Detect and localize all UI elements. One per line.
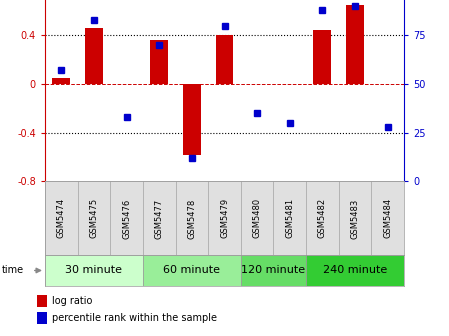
Text: GSM5483: GSM5483 [351, 198, 360, 239]
Text: GSM5479: GSM5479 [220, 198, 229, 239]
Text: GSM5475: GSM5475 [89, 198, 98, 239]
Text: 120 minute: 120 minute [242, 265, 305, 276]
Bar [371, 181, 404, 255]
Bar [143, 181, 176, 255]
Bar [216, 35, 233, 84]
Bar [45, 255, 143, 286]
Bar [208, 181, 241, 255]
Text: GSM5484: GSM5484 [383, 198, 392, 239]
Text: 60 minute: 60 minute [163, 265, 220, 276]
Bar [143, 255, 241, 286]
Text: 240 minute: 240 minute [323, 265, 387, 276]
Bar [45, 181, 78, 255]
Text: GSM5482: GSM5482 [318, 198, 327, 239]
Bar [85, 28, 103, 84]
Bar [313, 31, 331, 84]
Bar [110, 181, 143, 255]
Text: GSM5480: GSM5480 [253, 198, 262, 239]
Text: GSM5474: GSM5474 [57, 198, 66, 239]
Text: GSM5478: GSM5478 [187, 198, 196, 239]
Text: 30 minute: 30 minute [66, 265, 123, 276]
Bar [306, 255, 404, 286]
Text: GSM5481: GSM5481 [285, 198, 294, 239]
Text: GSM5477: GSM5477 [155, 198, 164, 239]
Bar [183, 84, 201, 155]
Text: percentile rank within the sample: percentile rank within the sample [52, 312, 216, 323]
Bar [150, 40, 168, 84]
Bar [78, 181, 110, 255]
Text: GSM5476: GSM5476 [122, 198, 131, 239]
Text: time: time [2, 265, 24, 276]
Bar [241, 181, 273, 255]
Bar [346, 5, 364, 84]
Bar [241, 255, 306, 286]
Bar [176, 181, 208, 255]
Text: log ratio: log ratio [52, 296, 92, 306]
Bar [339, 181, 371, 255]
Bar [306, 181, 339, 255]
Bar [273, 181, 306, 255]
Bar [52, 78, 70, 84]
